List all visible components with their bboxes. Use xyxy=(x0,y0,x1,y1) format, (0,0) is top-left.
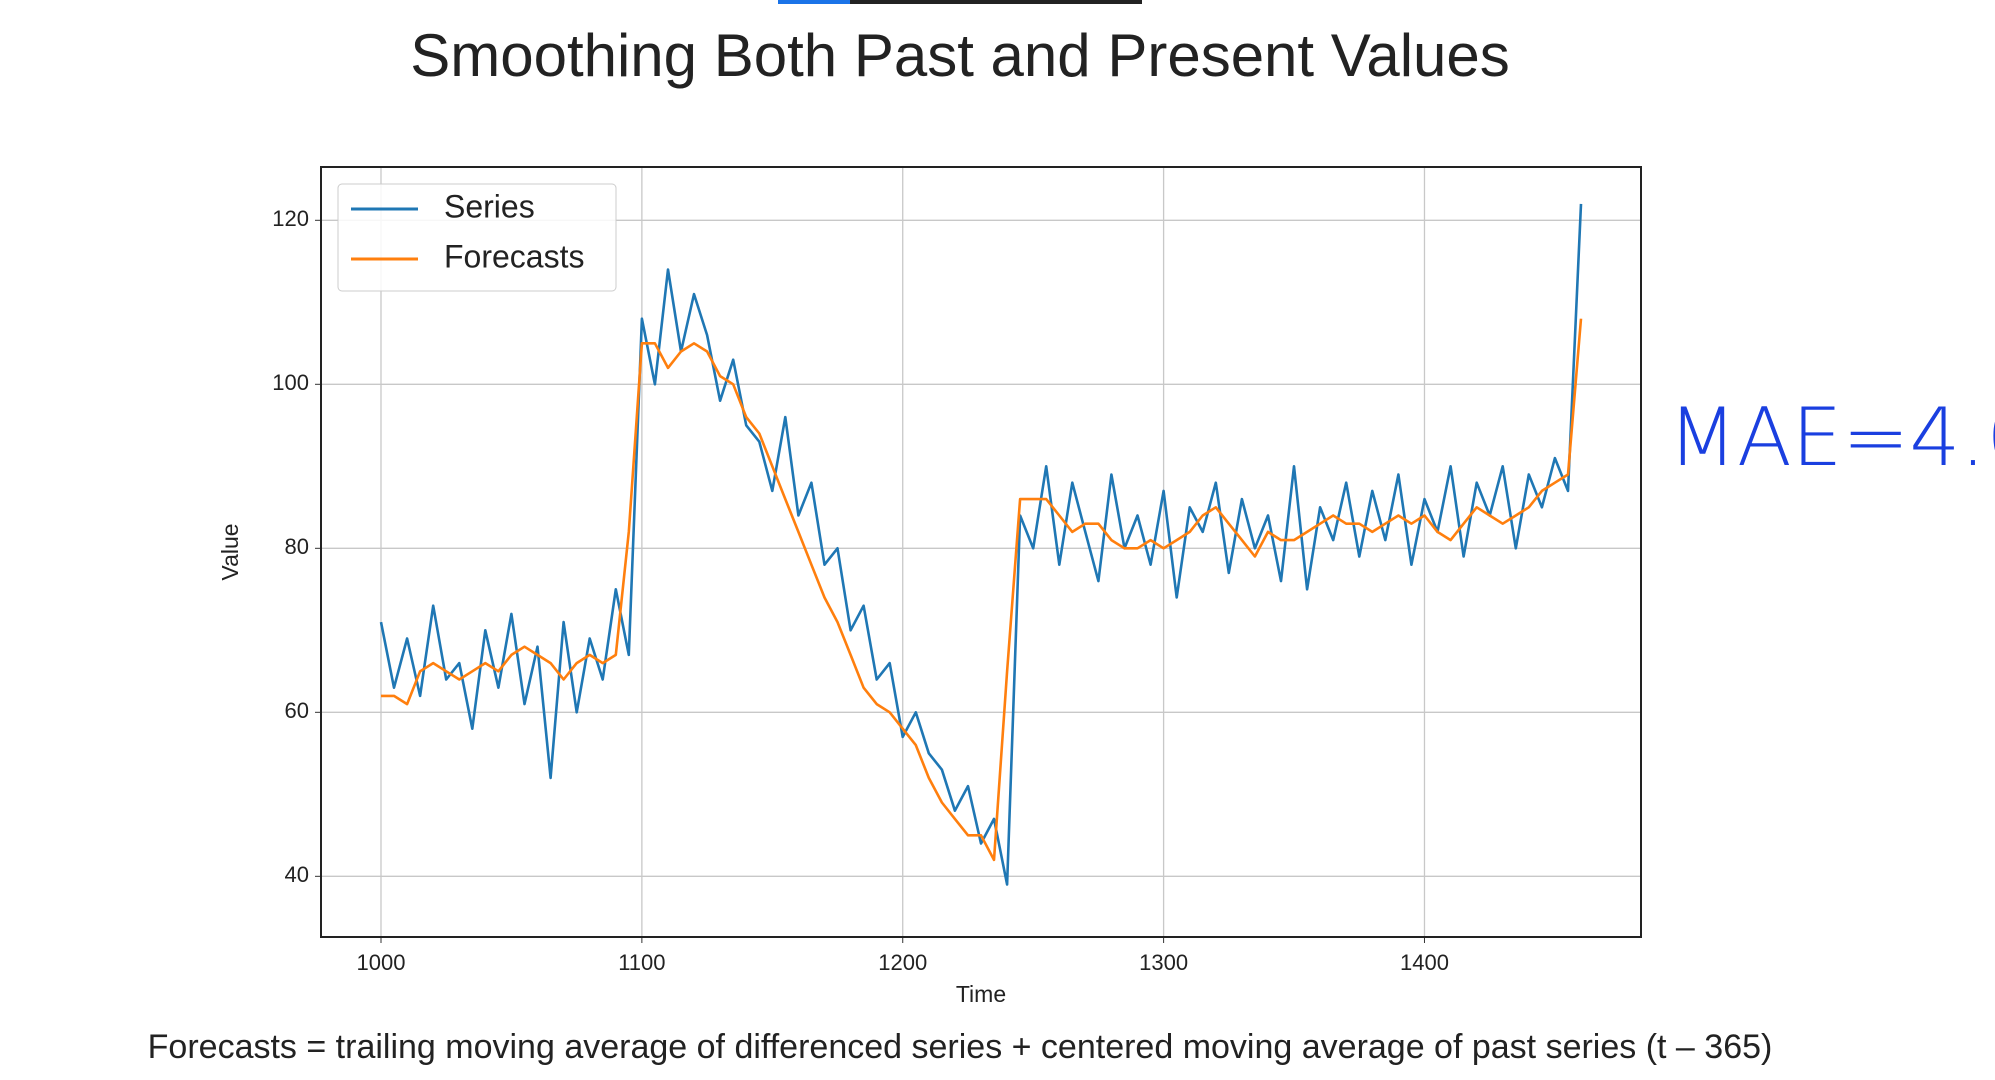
y-tick-label: 80 xyxy=(285,534,309,559)
legend-label: Series xyxy=(444,188,535,224)
y-tick-label: 60 xyxy=(285,698,309,723)
series-line xyxy=(379,203,1583,886)
legend-label: Forecasts xyxy=(444,238,584,274)
chart-title: Smoothing Both Past and Present Values xyxy=(410,22,1510,89)
x-tick-label: 1400 xyxy=(1400,950,1449,975)
x-tick-label: 1000 xyxy=(357,950,406,975)
legend-box xyxy=(337,183,617,292)
x-tick-label: 1300 xyxy=(1139,950,1188,975)
x-tick-label: 1200 xyxy=(878,950,927,975)
plot-frame xyxy=(320,166,1642,938)
progress-bar xyxy=(778,0,850,4)
y-tick-label: 40 xyxy=(285,862,309,887)
x-tick-label: 1100 xyxy=(618,950,665,975)
y-tick-label: 120 xyxy=(272,206,309,231)
y-axis-label: Value xyxy=(217,523,243,580)
annotation: MAE=4.6 xyxy=(1668,391,1995,484)
caption: Forecasts = trailing moving average of d… xyxy=(148,1028,1773,1066)
progress-track xyxy=(850,0,1142,4)
x-axis-label: Time xyxy=(956,981,1006,1007)
y-tick-label: 100 xyxy=(272,370,309,395)
series-line xyxy=(381,318,1583,862)
